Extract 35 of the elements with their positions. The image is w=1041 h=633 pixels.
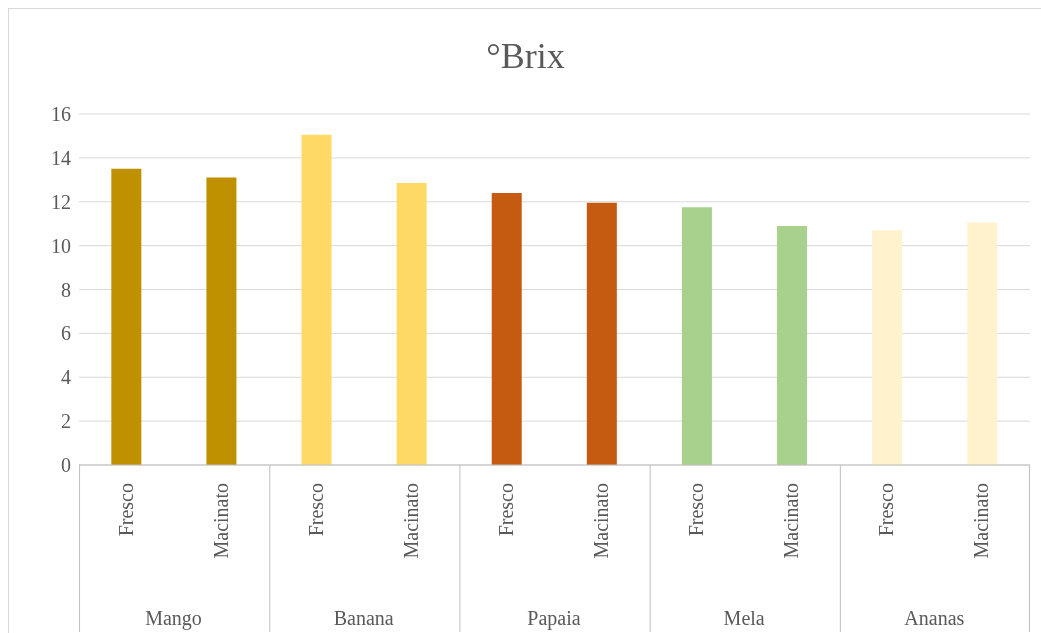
x-tick-label: Macinato [780,483,803,559]
x-tick-label: Fresco [875,483,898,537]
y-tick-label: 4 [61,366,71,389]
y-tick-label: 6 [61,322,71,345]
x-tick-label: Macinato [399,483,422,559]
x-tick-label: Fresco [494,483,517,537]
x-tick-label: Fresco [304,483,327,537]
text: Papaia [527,607,581,630]
bar [777,225,808,465]
bar [681,207,712,465]
bar [396,183,427,465]
y-tick-label: 2 [61,410,71,433]
x-tick-label: Macinato [209,483,232,559]
bar [301,134,332,465]
x-tick-label: Fresco [114,483,137,537]
text: Banana [333,607,394,629]
x-tick-label: Macinato [590,483,613,559]
x-tick-label: Fresco [685,483,708,537]
y-tick-label: 12 [51,190,71,213]
bar [491,192,522,465]
y-tick-label: 8 [61,278,71,301]
y-tick-label: 0 [61,454,71,477]
y-tick-label: 16 [51,103,71,126]
y-tick-label: 10 [51,234,71,257]
bar [586,202,617,465]
bar [872,230,903,465]
chart-title: °Brix [485,35,566,77]
text: Ananas [904,607,965,629]
bar [967,222,998,465]
x-tick-label: Macinato [970,483,993,559]
y-tick-label: 14 [51,146,71,169]
bar [111,168,142,465]
text: Mango [145,607,202,630]
bar [206,177,237,465]
text: Mela [723,607,765,629]
